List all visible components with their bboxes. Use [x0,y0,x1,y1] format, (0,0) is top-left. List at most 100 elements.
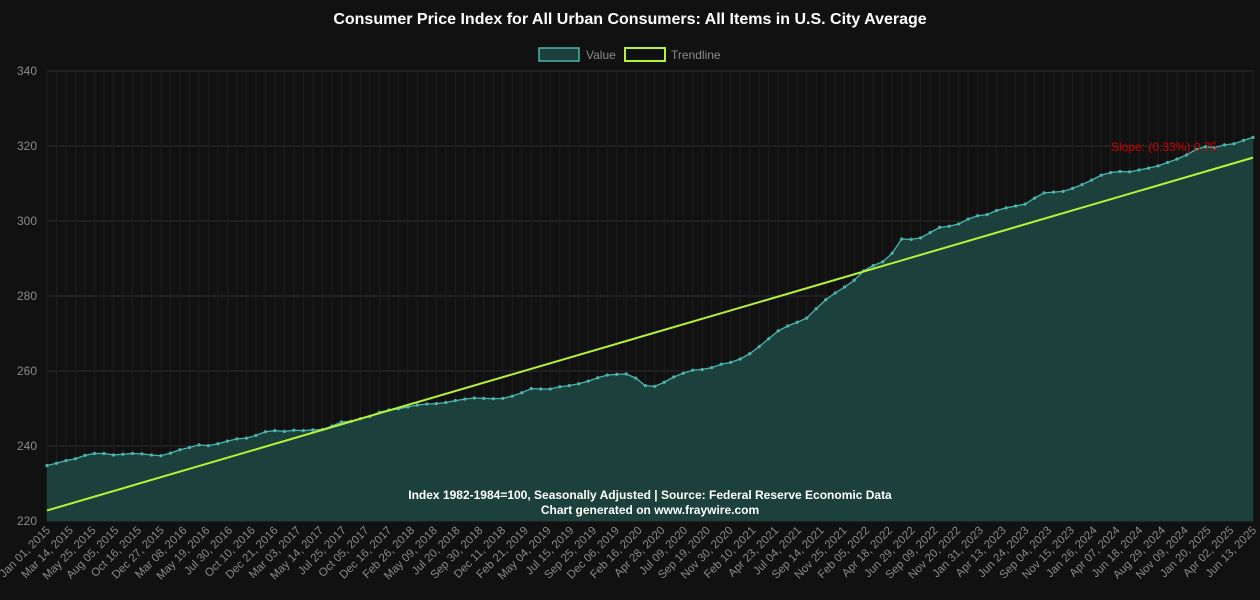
value-point[interactable] [130,451,135,456]
value-point[interactable] [1165,160,1170,165]
value-point[interactable] [748,352,752,356]
value-point[interactable] [434,402,438,406]
value-point[interactable] [282,429,287,433]
value-point[interactable] [1146,166,1151,170]
value-point[interactable] [1070,186,1075,190]
value-point[interactable] [700,367,704,372]
value-point[interactable] [710,366,714,370]
legend-trendline-label[interactable]: Trendline [671,48,721,62]
value-point[interactable] [539,387,543,391]
value-point[interactable] [909,237,913,241]
value-point[interactable] [1213,145,1217,150]
value-point[interactable] [947,224,951,228]
value-point[interactable] [928,231,932,235]
value-point[interactable] [672,375,676,379]
value-point[interactable] [729,360,733,364]
value-point[interactable] [520,391,524,395]
value-point[interactable] [919,236,923,240]
value-point[interactable] [159,454,163,458]
value-point[interactable] [738,357,742,361]
value-point[interactable] [548,387,552,391]
value-point[interactable] [957,222,961,226]
value-point[interactable] [425,402,429,406]
value-point[interactable] [529,387,533,391]
value-point[interactable] [624,372,628,376]
value-point[interactable] [178,448,182,452]
value-point[interactable] [406,405,410,409]
value-point[interactable] [235,437,239,441]
value-point[interactable] [197,443,201,447]
value-point[interactable] [1127,170,1132,174]
value-point[interactable] [1023,202,1027,206]
value-point[interactable] [1004,206,1008,210]
value-point[interactable] [1156,164,1160,168]
value-point[interactable] [795,320,799,324]
value-point[interactable] [900,237,904,241]
value-point[interactable] [339,420,343,424]
value-point[interactable] [767,337,771,341]
value-point[interactable] [881,260,885,264]
value-point[interactable] [1108,171,1113,175]
value-point[interactable] [472,396,476,400]
value-point[interactable] [121,452,125,456]
value-point[interactable] [643,384,647,388]
value-point[interactable] [149,453,154,457]
value-point[interactable] [140,452,144,456]
value-point[interactable] [719,362,723,366]
value-point[interactable] [1042,191,1046,195]
value-point[interactable] [691,368,695,372]
value-point[interactable] [263,430,268,434]
value-point[interactable] [757,345,761,349]
value-point[interactable] [1184,153,1189,157]
value-point[interactable] [1013,204,1018,208]
value-point[interactable] [64,459,68,463]
value-point[interactable] [1061,189,1065,193]
value-point[interactable] [662,380,666,384]
value-point[interactable] [824,298,828,302]
value-point[interactable] [510,394,514,398]
value-point[interactable] [444,400,448,405]
value-point[interactable] [111,453,116,457]
value-point[interactable] [776,329,780,333]
value-point[interactable] [995,208,999,213]
value-point[interactable] [491,397,495,401]
value-point[interactable] [1203,145,1208,149]
value-point[interactable] [1032,196,1037,200]
value-point[interactable] [985,213,989,217]
value-point[interactable] [1051,190,1056,194]
value-point[interactable] [890,251,894,255]
value-point[interactable] [1099,173,1103,177]
value-point[interactable] [168,451,173,455]
value-point[interactable] [596,376,600,380]
value-point[interactable] [1222,143,1227,147]
value-point[interactable] [102,451,106,456]
value-point[interactable] [206,444,211,448]
value-point[interactable] [966,217,970,221]
value-point[interactable] [558,385,562,389]
value-point[interactable] [567,384,571,388]
value-point[interactable] [586,379,590,383]
value-point[interactable] [1241,138,1246,142]
value-point[interactable] [254,433,258,438]
value-point[interactable] [833,291,837,295]
value-point[interactable] [83,453,87,457]
value-point[interactable] [187,445,192,450]
value-point[interactable] [653,384,657,388]
value-point[interactable] [681,371,685,375]
value-point[interactable] [976,214,980,218]
value-point[interactable] [216,442,220,446]
value-point[interactable] [453,399,457,403]
value-point[interactable] [605,373,609,377]
value-point[interactable] [1251,135,1255,139]
value-point[interactable] [45,463,49,468]
value-point[interactable] [225,439,230,443]
value-point[interactable] [311,428,315,432]
value-point[interactable] [871,264,875,268]
value-point[interactable] [634,376,638,380]
value-point[interactable] [463,397,467,401]
value-point[interactable] [1232,142,1236,146]
value-point[interactable] [501,396,505,400]
value-point[interactable] [1194,147,1198,151]
value-point[interactable] [244,436,249,440]
value-point[interactable] [301,429,305,433]
